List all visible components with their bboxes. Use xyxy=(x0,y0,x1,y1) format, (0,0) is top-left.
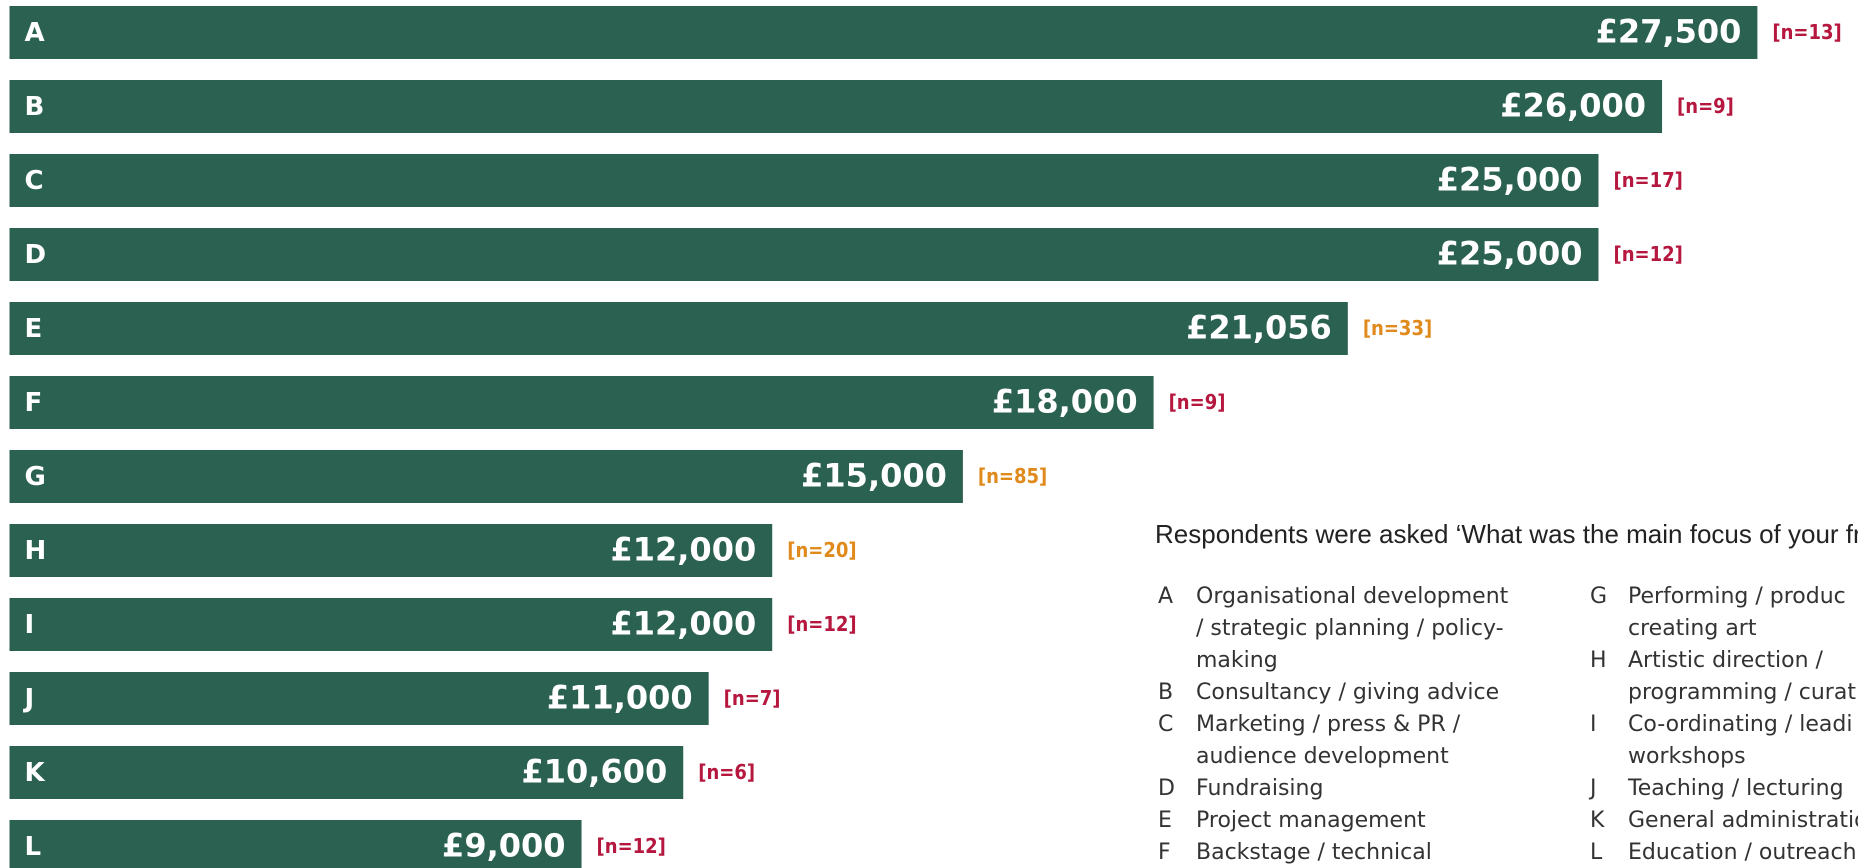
bar xyxy=(9,820,582,868)
key-text: Performing / produc xyxy=(1628,584,1846,609)
value-label: £11,000 xyxy=(547,679,693,717)
count-label: [n=20] xyxy=(787,538,856,562)
category-label: E xyxy=(25,314,43,344)
bar xyxy=(9,80,1663,133)
category-label: L xyxy=(25,832,42,862)
key-letter: D xyxy=(1158,776,1175,801)
key-letter: L xyxy=(1590,840,1603,865)
key-text: General administratio xyxy=(1628,808,1858,833)
value-label: £26,000 xyxy=(1500,87,1646,125)
count-label: [n=9] xyxy=(1169,390,1226,414)
bar xyxy=(9,302,1348,355)
key-text: creating art xyxy=(1628,616,1757,641)
key-text: audience development xyxy=(1196,744,1449,769)
key-letter: G xyxy=(1590,584,1607,609)
value-label: £18,000 xyxy=(992,383,1138,421)
count-label: [n=9] xyxy=(1677,94,1734,118)
bar xyxy=(9,228,1599,281)
key-text: Fundraising xyxy=(1196,776,1323,801)
value-label: £25,000 xyxy=(1437,235,1583,273)
value-label: £15,000 xyxy=(801,457,947,495)
value-label: £21,056 xyxy=(1186,309,1332,347)
count-label: [n=7] xyxy=(724,686,781,710)
bar xyxy=(9,672,709,725)
key-letter: J xyxy=(1588,776,1597,801)
key-text: / strategic planning / policy- xyxy=(1196,616,1504,641)
category-label: I xyxy=(25,610,35,640)
bar xyxy=(9,376,1154,429)
key-letter: B xyxy=(1158,680,1173,705)
category-label: K xyxy=(25,758,46,788)
key-text: Artistic direction / xyxy=(1628,648,1824,673)
category-label: H xyxy=(25,536,47,566)
key-text: Co-ordinating / leadi xyxy=(1628,712,1852,737)
count-label: [n=12] xyxy=(597,834,666,858)
value-label: £27,500 xyxy=(1596,13,1742,51)
count-label: [n=13] xyxy=(1772,20,1841,44)
key-text: Marketing / press & PR / xyxy=(1196,712,1461,737)
bar xyxy=(9,450,963,503)
bar xyxy=(9,6,1758,59)
key-text: Backstage / technical xyxy=(1196,840,1432,865)
key-text: Organisational development xyxy=(1196,584,1509,609)
note: Respondents were asked ‘What was the mai… xyxy=(1155,519,1858,549)
value-label: £25,000 xyxy=(1437,161,1583,199)
category-label: A xyxy=(25,18,45,48)
key-text: making xyxy=(1196,648,1278,673)
key-letter: H xyxy=(1590,648,1607,673)
value-label: £10,600 xyxy=(521,753,667,791)
value-label: £12,000 xyxy=(610,531,756,569)
key-letter: F xyxy=(1158,840,1171,865)
category-label: D xyxy=(25,240,47,270)
category-label: J xyxy=(23,684,35,714)
value-label: £9,000 xyxy=(442,827,565,865)
category-label: C xyxy=(25,166,44,196)
bar xyxy=(9,524,773,577)
count-label: [n=6] xyxy=(698,760,755,784)
key-text: Education / outreach xyxy=(1628,840,1857,865)
key-letter: C xyxy=(1158,712,1173,737)
category-label: F xyxy=(25,388,43,418)
bar xyxy=(9,598,773,651)
count-label: [n=33] xyxy=(1363,316,1432,340)
key-text: Consultancy / giving advice xyxy=(1196,680,1499,705)
value-label: £12,000 xyxy=(610,605,756,643)
category-label: G xyxy=(25,462,46,492)
bar xyxy=(9,154,1599,207)
count-label: [n=12] xyxy=(787,612,856,636)
category-label: B xyxy=(25,92,45,122)
key-letter: E xyxy=(1158,808,1172,833)
key-text: Project management xyxy=(1196,808,1426,833)
count-label: [n=12] xyxy=(1614,242,1683,266)
key-text: workshops xyxy=(1628,744,1746,769)
key-text: programming / curat xyxy=(1628,680,1856,705)
bar xyxy=(9,746,684,799)
key-letter: A xyxy=(1158,584,1173,609)
count-label: [n=85] xyxy=(978,464,1047,488)
key-text: Teaching / lecturing xyxy=(1627,776,1844,801)
key-letter: K xyxy=(1590,808,1605,833)
key-letter: I xyxy=(1590,712,1597,737)
count-label: [n=17] xyxy=(1614,168,1683,192)
